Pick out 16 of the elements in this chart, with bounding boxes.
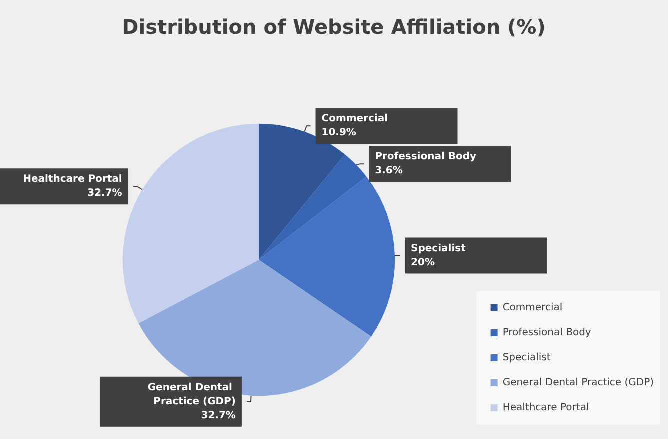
legend-label: Specialist bbox=[502, 352, 551, 364]
legend-label: Commercial bbox=[502, 302, 563, 314]
chart-title: Distribution of Website Affiliation (%) bbox=[122, 15, 546, 39]
slice-label: Specialist bbox=[411, 243, 466, 254]
data-label: 10.9% bbox=[322, 128, 356, 139]
data-label: 32.7% bbox=[88, 188, 122, 200]
slice-label: Commercial bbox=[322, 114, 388, 125]
legend-label: Healthcare Portal bbox=[502, 402, 590, 414]
slice-label: Healthcare Portal bbox=[23, 174, 122, 186]
data-label: 20% bbox=[411, 257, 435, 268]
slice-label: General Dental Practice (GDP) bbox=[148, 382, 236, 408]
legend-label: General Dental Practice (GDP) bbox=[502, 378, 654, 388]
slice-label: Professional Body bbox=[375, 152, 478, 163]
legend-label: Professional Body bbox=[502, 328, 592, 338]
data-label: 32.7% bbox=[201, 410, 236, 422]
data-label: 3.6% bbox=[375, 166, 403, 177]
